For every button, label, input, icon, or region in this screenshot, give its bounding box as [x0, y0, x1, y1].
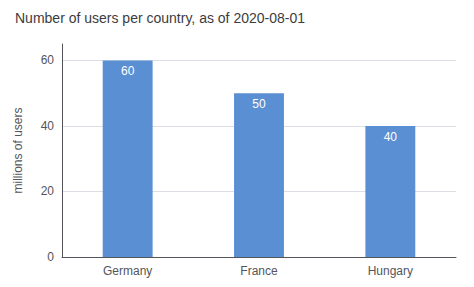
svg-text:Germany: Germany [103, 264, 152, 278]
svg-text:France: France [240, 264, 278, 278]
svg-text:40: 40 [41, 119, 55, 133]
svg-text:millions of users: millions of users [11, 107, 25, 193]
svg-text:Number of users per country, a: Number of users per country, as of 2020-… [15, 10, 305, 26]
svg-text:Hungary: Hungary [368, 264, 413, 278]
svg-text:40: 40 [384, 130, 398, 144]
svg-text:20: 20 [41, 184, 55, 198]
svg-text:50: 50 [252, 97, 266, 111]
svg-text:60: 60 [41, 53, 55, 67]
svg-text:0: 0 [47, 250, 54, 264]
svg-text:60: 60 [121, 64, 135, 78]
